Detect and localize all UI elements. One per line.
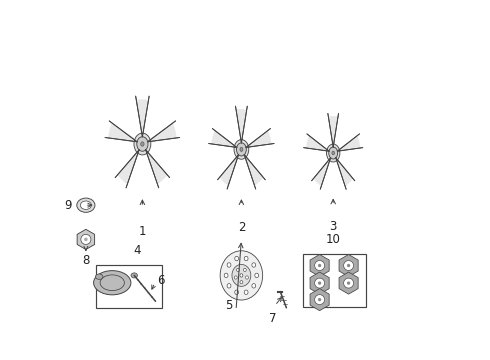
Ellipse shape [347,264,350,267]
Ellipse shape [244,256,248,261]
Polygon shape [211,130,236,148]
Text: 3: 3 [329,220,337,233]
Polygon shape [339,272,358,294]
Ellipse shape [240,280,243,284]
Polygon shape [118,150,140,184]
Ellipse shape [255,273,259,278]
Ellipse shape [141,142,144,146]
Ellipse shape [81,234,91,244]
Polygon shape [328,116,338,146]
Polygon shape [314,158,331,186]
Ellipse shape [318,264,321,267]
Ellipse shape [234,140,249,159]
Ellipse shape [235,290,239,294]
Text: 6: 6 [157,274,164,287]
Ellipse shape [80,201,92,210]
Polygon shape [77,229,95,249]
Polygon shape [310,255,329,276]
Ellipse shape [77,198,95,212]
Text: 4: 4 [133,244,141,257]
Ellipse shape [237,268,240,271]
Bar [303,254,366,307]
Ellipse shape [227,284,231,288]
Text: 2: 2 [238,221,245,234]
Ellipse shape [329,147,338,159]
Ellipse shape [343,261,354,270]
Ellipse shape [318,282,321,285]
Polygon shape [338,135,360,152]
Ellipse shape [94,271,131,295]
Polygon shape [108,123,137,143]
Ellipse shape [244,290,248,294]
Ellipse shape [252,263,256,267]
Ellipse shape [347,282,350,285]
Polygon shape [244,155,263,186]
Ellipse shape [137,137,148,151]
Ellipse shape [326,144,340,162]
Text: 5: 5 [225,300,232,312]
Ellipse shape [84,238,88,241]
Polygon shape [246,130,271,148]
Ellipse shape [232,265,251,286]
Ellipse shape [235,256,239,261]
Ellipse shape [220,251,263,300]
Ellipse shape [237,143,246,156]
Polygon shape [220,155,239,186]
Polygon shape [336,158,353,186]
Ellipse shape [332,151,335,155]
Ellipse shape [240,148,243,151]
Text: 10: 10 [326,233,341,246]
Text: 8: 8 [82,254,90,267]
Text: 7: 7 [270,312,277,325]
Polygon shape [146,150,168,184]
Text: 1: 1 [139,225,146,238]
Ellipse shape [245,276,248,279]
Ellipse shape [224,273,228,278]
Polygon shape [339,255,358,276]
Ellipse shape [315,261,324,270]
Ellipse shape [318,298,321,301]
Ellipse shape [315,294,324,305]
Ellipse shape [234,276,237,279]
Ellipse shape [96,274,103,279]
Text: 9: 9 [65,199,72,212]
Polygon shape [136,99,148,135]
Ellipse shape [240,274,243,277]
Polygon shape [148,123,177,143]
Polygon shape [310,289,329,311]
Ellipse shape [315,278,324,288]
Bar [96,265,162,308]
Ellipse shape [252,284,256,288]
Ellipse shape [343,278,354,288]
Ellipse shape [131,273,138,278]
Ellipse shape [227,263,231,267]
Polygon shape [306,135,328,152]
Polygon shape [236,109,247,142]
Ellipse shape [244,268,246,271]
Polygon shape [310,272,329,294]
Ellipse shape [134,133,151,155]
